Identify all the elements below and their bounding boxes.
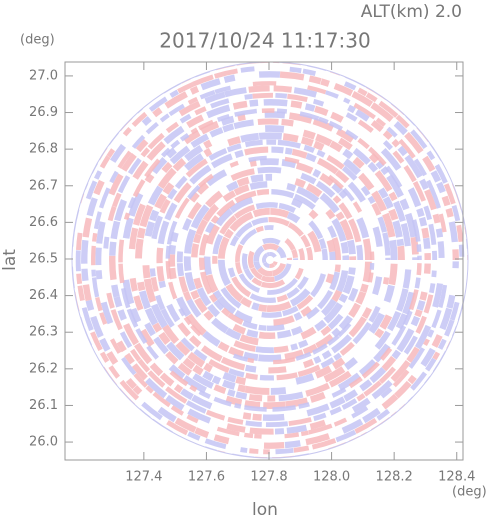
radar-echo-negative	[217, 211, 311, 311]
y-tick-label: 26.4	[29, 288, 58, 303]
y-tick-label: 26.2	[29, 361, 58, 376]
radar-echo-positive	[257, 243, 286, 277]
y-tick-label: 26.1	[29, 398, 58, 413]
x-tick-label: 128.4	[438, 470, 475, 485]
y-unit: (deg)	[20, 33, 55, 48]
x-tick-label: 127.8	[250, 470, 287, 485]
y-tick-label: 26.0	[29, 435, 58, 450]
y-tick-label: 26.5	[29, 251, 58, 266]
x-tick-label: 127.4	[125, 470, 162, 485]
x-tick-label: 128.0	[313, 470, 350, 485]
x-axis-title: lon	[252, 500, 278, 520]
y-tick-label: 26.6	[29, 215, 58, 230]
plot-frame	[64, 61, 464, 461]
radar-echo-positive	[235, 225, 305, 280]
chart-title: 2017/10/24 11:17:30	[159, 29, 370, 53]
radar-echo-positive	[251, 238, 298, 289]
radar-echo-negative	[262, 237, 292, 282]
radar-echo-negative	[262, 252, 277, 268]
y-tick-label: 26.7	[29, 178, 58, 193]
x-unit: (deg)	[452, 485, 487, 500]
radar-echo-positive	[247, 250, 293, 283]
y-tick-label: 26.8	[29, 142, 58, 157]
y-tick-label: 27.0	[29, 68, 58, 83]
y-tick-label: 26.3	[29, 325, 58, 340]
x-tick-label: 128.2	[376, 470, 413, 485]
altitude-label: ALT(km) 2.0	[361, 2, 462, 22]
x-tick-label: 127.6	[188, 470, 225, 485]
radar-echo-positive	[269, 261, 278, 269]
radar-echo-negative	[253, 245, 287, 271]
y-axis-title: lat	[0, 249, 20, 271]
y-tick-label: 26.9	[29, 105, 58, 120]
radar-field	[72, 62, 468, 458]
